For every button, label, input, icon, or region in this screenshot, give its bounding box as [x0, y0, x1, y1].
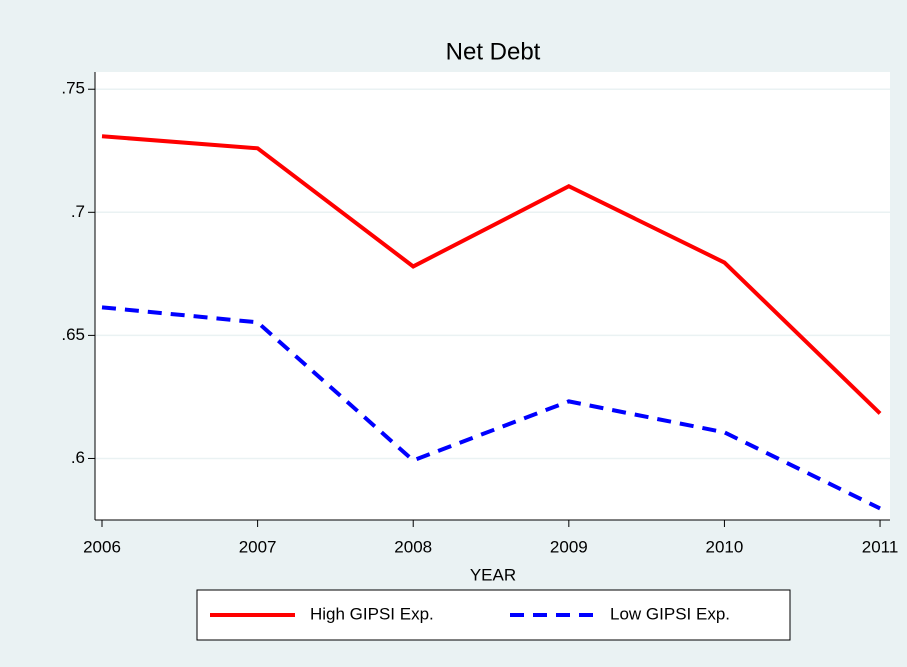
y-tick-label: .75 — [61, 79, 85, 98]
x-tick-label: 2011 — [862, 537, 899, 556]
y-tick-label: .65 — [61, 325, 85, 344]
x-tick-label: 2008 — [394, 537, 432, 556]
series-line — [101, 305, 881, 511]
legend — [196, 589, 791, 641]
legend-label: High GIPSI Exp. — [310, 604, 434, 623]
series-line — [101, 134, 882, 415]
y-tick-label: .7 — [71, 202, 85, 221]
chart-title: Net Debt — [446, 38, 541, 65]
y-tick-label: .6 — [71, 448, 85, 467]
x-axis-label: YEAR — [470, 565, 516, 584]
legend-label: Low GIPSI Exp. — [610, 604, 730, 623]
x-tick-label: 2010 — [706, 537, 744, 556]
x-tick-label: 2009 — [550, 537, 588, 556]
x-tick-label: 2007 — [239, 537, 277, 556]
x-tick-label: 2006 — [83, 537, 121, 556]
